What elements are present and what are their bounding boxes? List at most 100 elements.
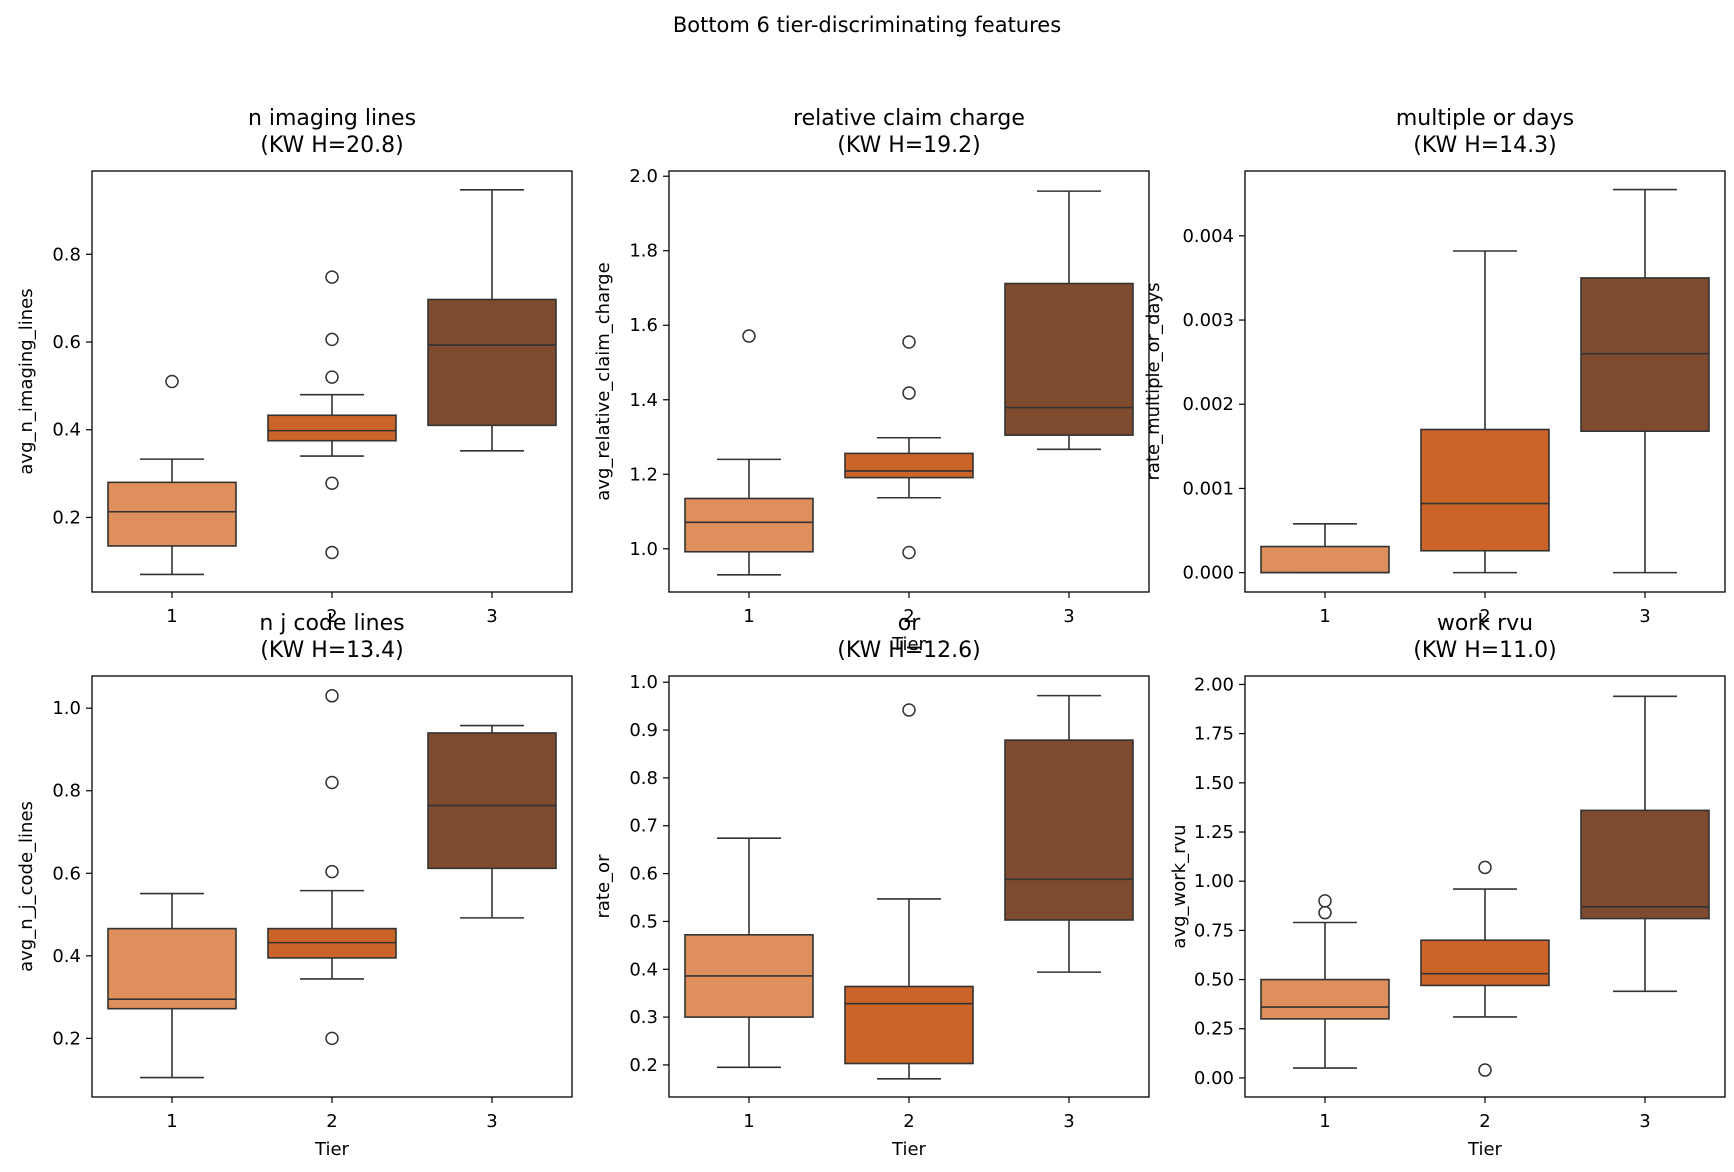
y-axis-label: avg_n_imaging_lines xyxy=(16,288,37,474)
outlier-point xyxy=(325,370,339,384)
y-tick-label: 1.25 xyxy=(1194,822,1234,843)
x-axis-label: Tier xyxy=(1467,1139,1503,1160)
y-tick-label: 1.75 xyxy=(1194,724,1234,745)
box-iqr xyxy=(267,414,397,442)
y-tick-label: 1.00 xyxy=(1194,871,1234,892)
box-tier-1 xyxy=(1260,522,1390,574)
panel-subtitle: (KW H=19.2) xyxy=(837,133,981,158)
x-tick-label: 2 xyxy=(326,1111,337,1132)
x-tick-label: 1 xyxy=(166,1111,177,1132)
x-tick-label: 2 xyxy=(903,606,914,627)
y-tick-label: 0.8 xyxy=(629,768,658,789)
panel-title: n j code lines xyxy=(259,611,404,636)
box-tier-3 xyxy=(1580,695,1710,993)
box-iqr xyxy=(1004,739,1134,921)
box-iqr xyxy=(1260,978,1390,1020)
box-iqr xyxy=(1260,545,1390,574)
outlier-point xyxy=(325,476,339,490)
box-tier-1 xyxy=(684,837,814,1069)
box-tier-3 xyxy=(1004,694,1134,973)
y-tick-label: 0.50 xyxy=(1194,970,1234,991)
x-axis-label: Tier xyxy=(891,1139,927,1160)
x-tick-label: 3 xyxy=(1639,1111,1650,1132)
y-tick-label: 0.5 xyxy=(629,911,658,932)
panel-subtitle: (KW H=14.3) xyxy=(1413,133,1557,158)
box-tier-3 xyxy=(1004,190,1134,451)
x-tick-label: 3 xyxy=(486,606,497,627)
y-axis-label: rate_multiple_or_days xyxy=(1143,283,1164,481)
box-tier-2 xyxy=(844,335,974,560)
box-iqr xyxy=(1004,282,1134,436)
outlier-point xyxy=(325,864,339,879)
panel-title: or xyxy=(898,611,921,636)
outlier-point xyxy=(1478,860,1492,875)
box-tier-2 xyxy=(267,270,397,560)
y-tick-label: 1.0 xyxy=(629,539,658,560)
box-tier-1 xyxy=(684,329,814,576)
chart-panel-3: multiple or days(KW H=14.3) 0.000 0.001 0.0… xyxy=(1143,106,1726,627)
figure-title: Bottom 6 tier-discriminating features xyxy=(673,13,1061,37)
box-tier-1 xyxy=(107,892,237,1079)
outlier-point xyxy=(325,332,339,347)
box-tier-3 xyxy=(1580,188,1710,574)
x-axis-label: Tier xyxy=(314,1139,350,1160)
panel-title: work rvu xyxy=(1437,611,1533,636)
y-tick-label: 0.4 xyxy=(629,959,658,980)
y-tick-label: 0.8 xyxy=(52,781,81,802)
y-tick-label: 1.4 xyxy=(629,390,658,411)
box-iqr xyxy=(1580,277,1710,432)
y-tick-label: 1.2 xyxy=(629,464,658,485)
panel-title: relative claim charge xyxy=(793,106,1025,131)
x-tick-label: 1 xyxy=(166,606,177,627)
outlier-point xyxy=(1318,905,1332,920)
y-axis-label: rate_or xyxy=(593,854,614,919)
outlier-point xyxy=(1318,894,1332,908)
x-tick-label: 2 xyxy=(903,1111,914,1132)
panel-title: n imaging lines xyxy=(248,106,416,131)
outlier-point xyxy=(325,545,339,560)
outlier-point xyxy=(325,1031,339,1046)
y-tick-label: 0.003 xyxy=(1182,310,1234,331)
outlier-point xyxy=(325,775,339,790)
x-tick-label: 1 xyxy=(743,1111,754,1132)
box-tier-1 xyxy=(107,374,237,576)
y-tick-label: 2.00 xyxy=(1194,674,1234,695)
outlier-point xyxy=(742,329,756,343)
y-tick-label: 0.00 xyxy=(1194,1068,1234,1089)
y-tick-label: 0.2 xyxy=(52,1028,81,1049)
y-tick-label: 1.50 xyxy=(1194,773,1234,794)
panel-subtitle: (KW H=13.4) xyxy=(260,638,404,663)
box-tier-2 xyxy=(1420,860,1550,1077)
y-tick-label: 1.6 xyxy=(629,315,658,336)
y-axis-label: avg_n_j_code_lines xyxy=(16,801,37,972)
panel-subtitle: (KW H=11.0) xyxy=(1413,638,1557,663)
box-iqr xyxy=(844,452,974,479)
x-tick-label: 3 xyxy=(1063,606,1074,627)
box-iqr xyxy=(1420,428,1550,552)
box-iqr xyxy=(427,298,557,427)
chart-panel-6: work rvu(KW H=11.0) 0.00 0.25 0.50 0.75 1.00 1… xyxy=(1169,611,1726,1160)
box-tier-3 xyxy=(427,189,557,452)
y-tick-label: 0.000 xyxy=(1182,563,1234,584)
x-tick-label: 1 xyxy=(743,606,754,627)
y-tick-label: 0.002 xyxy=(1182,394,1234,415)
y-tick-label: 1.0 xyxy=(629,672,658,693)
panel-title: multiple or days xyxy=(1396,106,1574,131)
x-tick-label: 2 xyxy=(326,606,337,627)
x-tick-label: 3 xyxy=(1063,1111,1074,1132)
box-tier-2 xyxy=(267,689,397,1046)
outlier-point xyxy=(325,270,339,284)
x-tick-label: 3 xyxy=(486,1111,497,1132)
outlier-point xyxy=(1478,1063,1492,1077)
y-tick-label: 0.75 xyxy=(1194,920,1234,941)
x-tick-label: 1 xyxy=(1319,1111,1330,1132)
box-iqr xyxy=(684,497,814,553)
y-tick-label: 0.6 xyxy=(52,863,81,884)
x-tick-label: 2 xyxy=(1479,1111,1490,1132)
box-tier-2 xyxy=(1420,250,1550,574)
y-tick-label: 0.25 xyxy=(1194,1019,1234,1040)
y-tick-label: 0.4 xyxy=(52,946,81,967)
y-tick-label: 1.8 xyxy=(629,241,658,262)
box-tier-2 xyxy=(844,703,974,1080)
chart-panel-2: relative claim charge(KW H=19.2) 1.0 1.2 1.… xyxy=(593,106,1150,655)
